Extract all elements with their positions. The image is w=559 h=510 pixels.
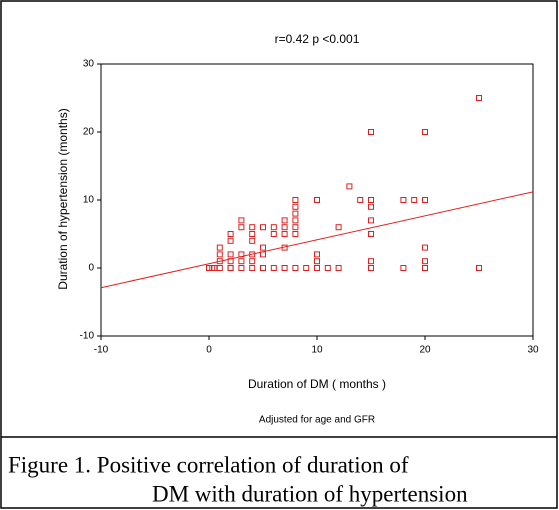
data-point bbox=[260, 265, 266, 271]
data-point bbox=[368, 265, 374, 271]
data-point bbox=[249, 231, 256, 237]
subtitle: Adjusted for age and GFR bbox=[259, 415, 375, 426]
data-point bbox=[292, 231, 299, 237]
data-point bbox=[476, 95, 482, 101]
data-point bbox=[324, 265, 331, 271]
data-point bbox=[270, 265, 277, 271]
data-point bbox=[368, 197, 374, 203]
data-point bbox=[400, 197, 407, 203]
data-point bbox=[216, 244, 223, 251]
data-point bbox=[249, 224, 256, 231]
data-point bbox=[314, 258, 320, 265]
data-point bbox=[292, 265, 299, 271]
data-point bbox=[216, 258, 223, 265]
data-point bbox=[227, 265, 234, 271]
y-tick-label: 0 bbox=[88, 263, 94, 274]
x-axis-label: Duration of DM ( months ) bbox=[248, 377, 386, 391]
data-point bbox=[292, 217, 299, 224]
data-point bbox=[422, 258, 428, 265]
chart-title: r=0.42 p <0.001 bbox=[275, 32, 360, 46]
data-point bbox=[249, 237, 256, 244]
data-point bbox=[292, 224, 299, 231]
data-point bbox=[314, 197, 320, 203]
data-point bbox=[335, 265, 342, 271]
data-point bbox=[281, 244, 288, 251]
data-point bbox=[346, 183, 353, 190]
data-point bbox=[227, 251, 234, 258]
data-point bbox=[238, 258, 245, 265]
caption-line: DM with duration of hypertension bbox=[152, 481, 468, 506]
data-point bbox=[227, 237, 234, 244]
x-tick-label: -10 bbox=[94, 345, 109, 356]
data-point bbox=[476, 265, 482, 271]
data-point bbox=[249, 265, 256, 271]
data-point bbox=[368, 258, 374, 265]
data-point bbox=[281, 231, 288, 237]
data-point bbox=[216, 265, 223, 271]
data-point bbox=[303, 265, 310, 271]
data-point bbox=[270, 224, 277, 231]
data-point bbox=[335, 224, 342, 231]
x-tick-label: 10 bbox=[311, 345, 323, 356]
y-tick-label: 30 bbox=[83, 59, 95, 70]
data-point bbox=[249, 251, 256, 258]
data-point bbox=[357, 197, 364, 203]
data-point bbox=[422, 197, 428, 203]
data-point bbox=[314, 265, 320, 271]
data-point bbox=[368, 129, 374, 135]
data-point bbox=[227, 258, 234, 265]
data-point bbox=[422, 265, 428, 271]
data-point bbox=[292, 203, 299, 210]
data-point bbox=[368, 217, 374, 224]
x-tick-label: 30 bbox=[527, 345, 539, 356]
data-point bbox=[368, 231, 374, 237]
y-axis-label: Duration of hypertension (months) bbox=[56, 108, 70, 289]
data-point bbox=[260, 251, 266, 258]
data-point bbox=[314, 251, 320, 258]
data-point bbox=[281, 224, 288, 231]
data-point bbox=[281, 217, 288, 224]
data-point bbox=[422, 244, 428, 251]
y-tick-label: 20 bbox=[83, 127, 95, 138]
data-point bbox=[216, 251, 223, 258]
y-tick-label: -10 bbox=[80, 331, 95, 342]
data-point bbox=[411, 197, 418, 203]
data-point bbox=[292, 210, 299, 217]
regression-line bbox=[100, 191, 534, 289]
data-point bbox=[249, 258, 256, 265]
x-tick-label: 20 bbox=[419, 345, 431, 356]
data-point bbox=[292, 197, 299, 203]
data-point bbox=[400, 265, 407, 271]
data-point bbox=[238, 251, 245, 258]
data-point bbox=[270, 231, 277, 237]
data-point bbox=[422, 129, 428, 135]
data-point bbox=[260, 244, 266, 251]
caption-line: Figure 1. Positive correlation of durati… bbox=[8, 452, 409, 477]
data-point bbox=[227, 231, 234, 237]
data-point bbox=[281, 265, 288, 271]
data-point bbox=[260, 224, 266, 231]
data-point bbox=[368, 203, 374, 210]
y-tick-label: 10 bbox=[83, 195, 95, 206]
x-tick-label: 0 bbox=[206, 345, 212, 356]
data-point bbox=[238, 224, 245, 231]
data-point bbox=[238, 265, 245, 271]
data-point bbox=[238, 217, 245, 224]
